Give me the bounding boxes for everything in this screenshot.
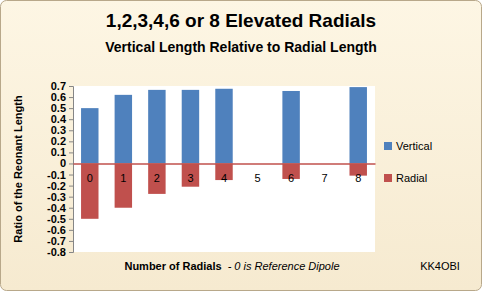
x-tick: 6 (288, 172, 294, 184)
bar (148, 90, 165, 164)
y-tick: -0.5 (47, 213, 73, 225)
y-tick-mark (69, 108, 73, 109)
bar (182, 163, 199, 186)
background (1, 1, 482, 291)
y-tick-mark (69, 219, 73, 220)
y-tick: 0 (60, 157, 73, 169)
bar (349, 87, 366, 163)
y-tick-label: 0.4 (51, 113, 67, 125)
legend-label: Radial (396, 172, 427, 184)
y-tick: 0.5 (51, 102, 73, 114)
x-axis: 0 1 2 3 4 5 6 7 8 (74, 164, 376, 184)
y-tick-label: 0.5 (51, 102, 66, 114)
y-tick-label: -0.1 (47, 169, 66, 181)
y-tick-label: 0.7 (51, 80, 66, 92)
bar (115, 95, 132, 164)
bars (81, 87, 367, 219)
legend-swatch (384, 142, 392, 150)
bar (81, 108, 98, 163)
y-tick-mark (69, 175, 73, 176)
y-tick: 0.7 (51, 80, 73, 92)
x-tick: 7 (322, 172, 328, 184)
x-tick-label: 2 (154, 172, 160, 184)
y-axis-line (69, 87, 74, 253)
y-tick-mark (69, 197, 73, 198)
y-tick: -0.7 (47, 235, 73, 247)
x-tick-label: 5 (254, 172, 260, 184)
y-tick: -0.8 (47, 246, 73, 258)
y-tick-label: -0.4 (47, 202, 67, 214)
y-tick: -0.3 (47, 191, 73, 203)
x-tick-label: 8 (355, 172, 361, 184)
bar (282, 91, 299, 163)
plot-area (73, 86, 375, 252)
x-axis-line (74, 163, 376, 165)
x-tick-label: 7 (322, 172, 328, 184)
x-tick-label: 3 (187, 172, 193, 184)
y-tick-label: -0.6 (47, 224, 66, 236)
x-tick: 5 (254, 172, 260, 184)
bar (182, 90, 199, 164)
title: 1,2,3,4,6 or 8 Elevated Radials (106, 10, 376, 31)
y-tick-label: -0.3 (47, 191, 66, 203)
y-tick: -0.2 (47, 180, 73, 192)
x-axis-title-note: - 0 is Reference Dipole (228, 260, 340, 272)
x-axis-title: Number of Radials - 0 is Reference Dipole (124, 260, 339, 272)
x-tick: 4 (221, 172, 227, 184)
y-tick-label: -0.5 (47, 213, 66, 225)
y-tick-mark (69, 241, 73, 242)
y-tick-label: -0.7 (47, 235, 66, 247)
x-tick-label: 4 (221, 172, 227, 184)
y-tick: 0.6 (51, 91, 73, 103)
y-tick: 0.4 (51, 113, 73, 125)
y-tick-mark (69, 186, 73, 187)
chart: 1,2,3,4,6 or 8 Elevated Radials Vertical … (0, 0, 482, 291)
y-axis-title: Ratio of the Reonant Length (12, 95, 24, 243)
legend: Vertical Radial (384, 140, 432, 184)
bar (215, 89, 232, 164)
y-tick-label: -0.8 (47, 246, 66, 258)
subtitle: Vertical Length Relative to Radial Lengt… (105, 39, 377, 55)
annotation: KK4OBI (420, 260, 460, 272)
x-axis-title-main: Number of Radials (124, 260, 221, 272)
y-tick-mark (69, 86, 73, 87)
x-tick: 3 (187, 172, 193, 184)
y-tick-mark (69, 119, 73, 120)
y-tick-mark (69, 152, 73, 153)
y-tick-mark (69, 252, 73, 253)
x-tick: 1 (120, 172, 126, 184)
y-axis: -0.8-0.7-0.6-0.5-0.4-0.3-0.2-0.100.10.20… (47, 80, 73, 258)
bar (148, 163, 165, 193)
y-tick: -0.1 (47, 169, 73, 181)
y-tick-label: 0 (60, 157, 66, 169)
y-tick-label: 0.2 (51, 135, 66, 147)
y-tick-label: 0.6 (51, 91, 66, 103)
legend-label: Vertical (396, 140, 432, 152)
y-tick-mark (69, 163, 73, 164)
bar (115, 163, 132, 207)
y-tick: -0.6 (47, 224, 73, 236)
y-tick-mark (69, 208, 73, 209)
y-tick-label: 0.1 (51, 146, 66, 158)
y-tick-mark (69, 97, 73, 98)
x-tick-label: 6 (288, 172, 294, 184)
y-tick-mark (69, 130, 73, 131)
x-tick: 2 (154, 172, 160, 184)
y-tick-label: -0.2 (47, 180, 66, 192)
y-tick-mark (69, 230, 73, 231)
y-tick-mark (69, 141, 73, 142)
x-tick: 0 (87, 172, 93, 184)
y-tick: 0.2 (51, 135, 73, 147)
y-tick: 0.1 (51, 146, 73, 158)
y-tick: -0.4 (47, 202, 73, 214)
bar (81, 163, 98, 218)
y-tick-label: 0.3 (51, 124, 66, 136)
y-tick: 0.3 (51, 124, 73, 136)
x-tick: 8 (355, 172, 361, 184)
x-tick-label: 1 (120, 172, 126, 184)
legend-swatch (384, 174, 392, 182)
x-tick-label: 0 (87, 172, 93, 184)
